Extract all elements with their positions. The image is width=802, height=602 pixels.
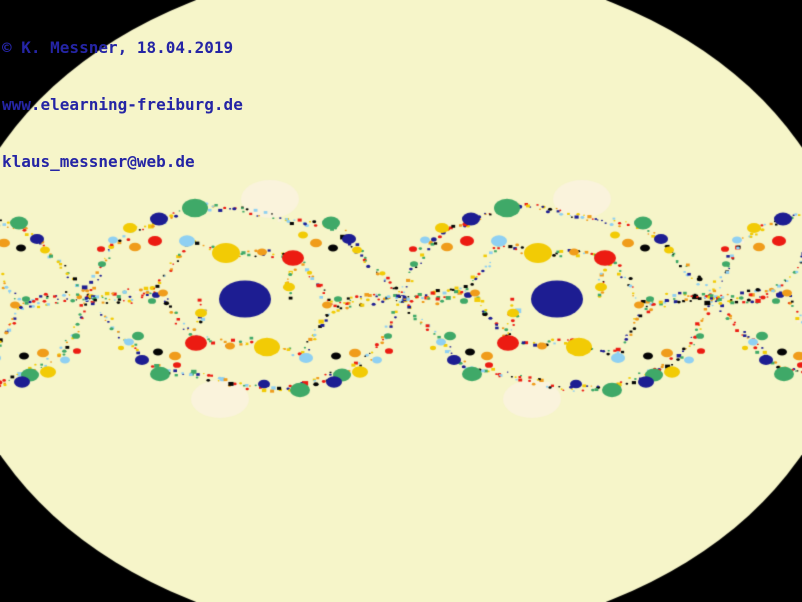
- email-text: klaus_messner@web.de: [2, 152, 195, 171]
- website-text: www.elearning-freiburg.de: [2, 95, 243, 114]
- attribution: © K. Messner, 18.04.2019 www.elearning-f…: [2, 0, 243, 209]
- copyright-text: © K. Messner, 18.04.2019: [2, 38, 234, 57]
